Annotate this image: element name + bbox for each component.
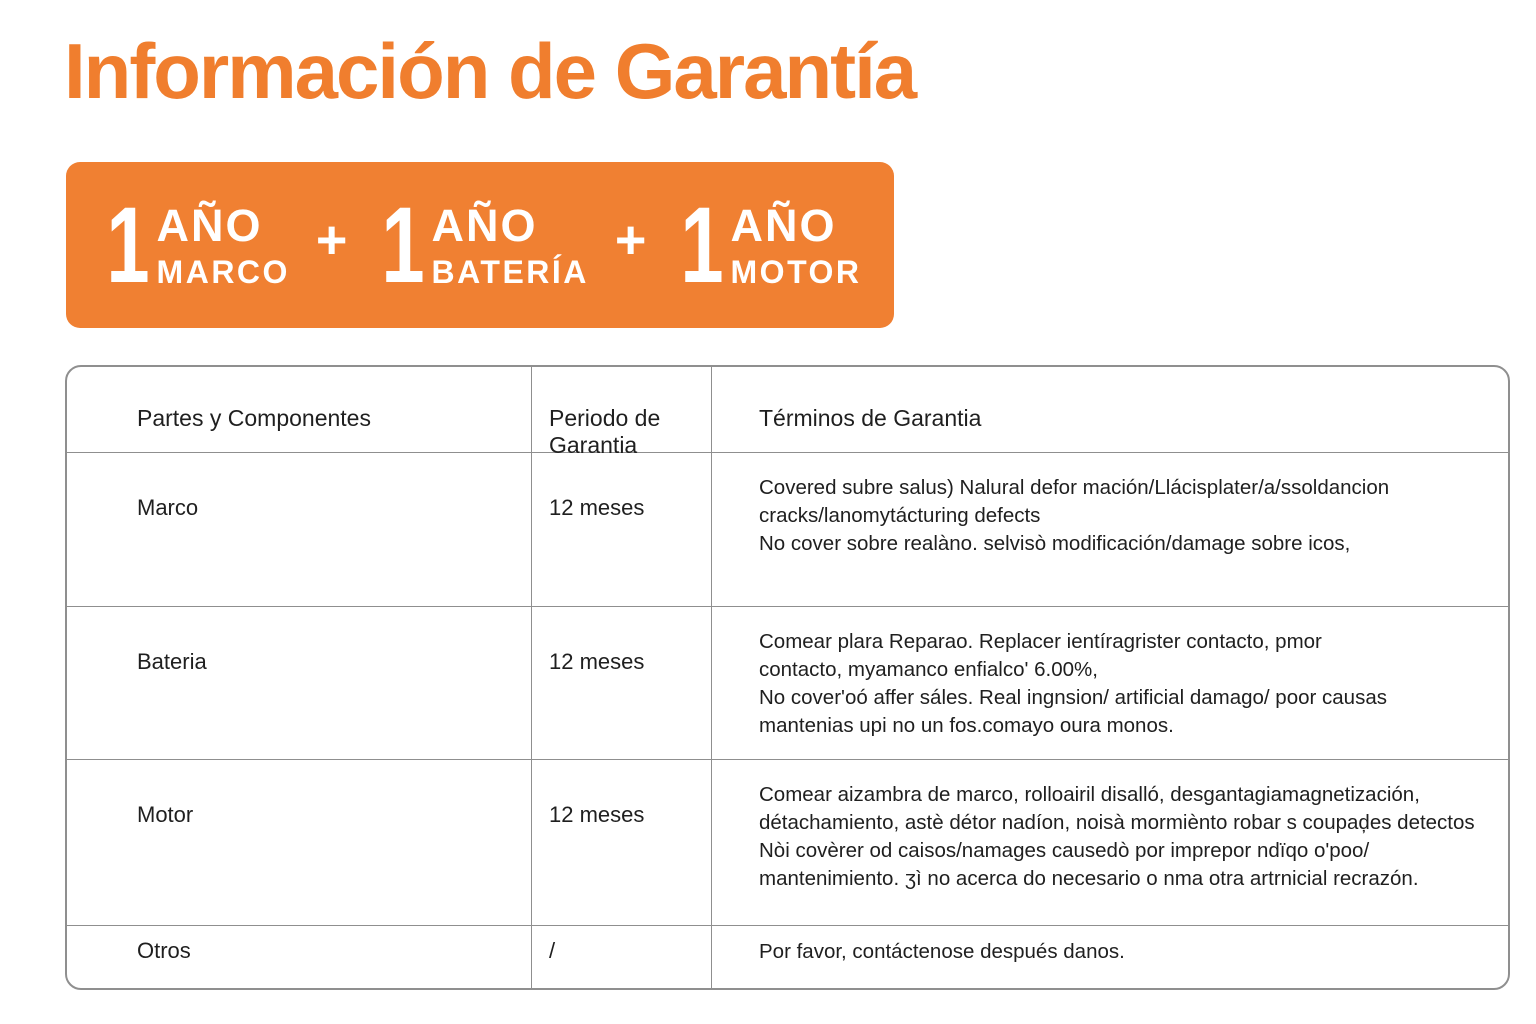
part-cell: Motor (67, 760, 532, 925)
table-row-marco: Marco 12 meses Covered subre salus) Nalu… (67, 453, 1508, 607)
warranty-table: Partes y Componentes Periodo de Garantia… (65, 365, 1510, 990)
plus-separator: + (315, 210, 348, 270)
part-cell: Bateria (67, 607, 532, 759)
terms-cell: Covered subre salus) Nalural defor mació… (759, 476, 1390, 555)
terms-cell: Comear aizambra de marco, rolloairil dis… (759, 783, 1475, 890)
period-cell: 12 meses (532, 607, 712, 759)
warranty-part-label: MARCO (156, 253, 290, 290)
warranty-years-number: 1 (680, 183, 725, 305)
table-row-bateria: Bateria 12 meses Comear plara Reparao. R… (67, 607, 1508, 760)
table-row-otros: Otros / Por favor, contáctenose después … (67, 926, 1508, 988)
warranty-item-motor: 1 AÑO MOTOR (672, 183, 862, 305)
warranty-unit-label: AÑO (156, 199, 263, 251)
terms-cell: Comear plara Reparao. Replacer ientíragr… (759, 630, 1387, 737)
warranty-item-text: AÑO MARCO (157, 203, 290, 288)
warranty-unit-label: AÑO (730, 199, 837, 251)
plus-separator: + (614, 210, 647, 270)
table-header-row: Partes y Componentes Periodo de Garantia… (67, 367, 1508, 458)
period-cell: 12 meses (532, 760, 712, 925)
warranty-years-number: 1 (106, 183, 151, 305)
column-header-partes: Partes y Componentes (67, 367, 532, 452)
part-cell: Otros (67, 926, 532, 988)
warranty-item-text: AÑO MOTOR (731, 203, 862, 288)
period-cell: / (532, 926, 712, 988)
column-header-periodo: Periodo de Garantia (532, 367, 712, 458)
warranty-part-label: BATERÍA (431, 253, 589, 290)
warranty-item-bateria: 1 AÑO BATERÍA (373, 183, 589, 305)
warranty-banner: 1 AÑO MARCO + 1 AÑO BATERÍA + 1 AÑO MOTO… (66, 162, 894, 328)
warranty-years-number: 1 (381, 183, 426, 305)
table-row-motor: Motor 12 meses Comear aizambra de marco,… (67, 760, 1508, 926)
warranty-item-marco: 1 AÑO MARCO (98, 183, 290, 305)
page-title: Información de Garantía (64, 27, 917, 115)
terms-cell: Por favor, contáctenose después danos. (759, 940, 1125, 963)
part-cell: Marco (67, 453, 532, 606)
warranty-part-label: MOTOR (730, 253, 862, 290)
period-cell: 12 meses (532, 453, 712, 606)
warranty-item-text: AÑO BATERÍA (432, 203, 589, 288)
warranty-unit-label: AÑO (431, 199, 538, 251)
column-header-terminos: Términos de Garantia (759, 405, 982, 431)
